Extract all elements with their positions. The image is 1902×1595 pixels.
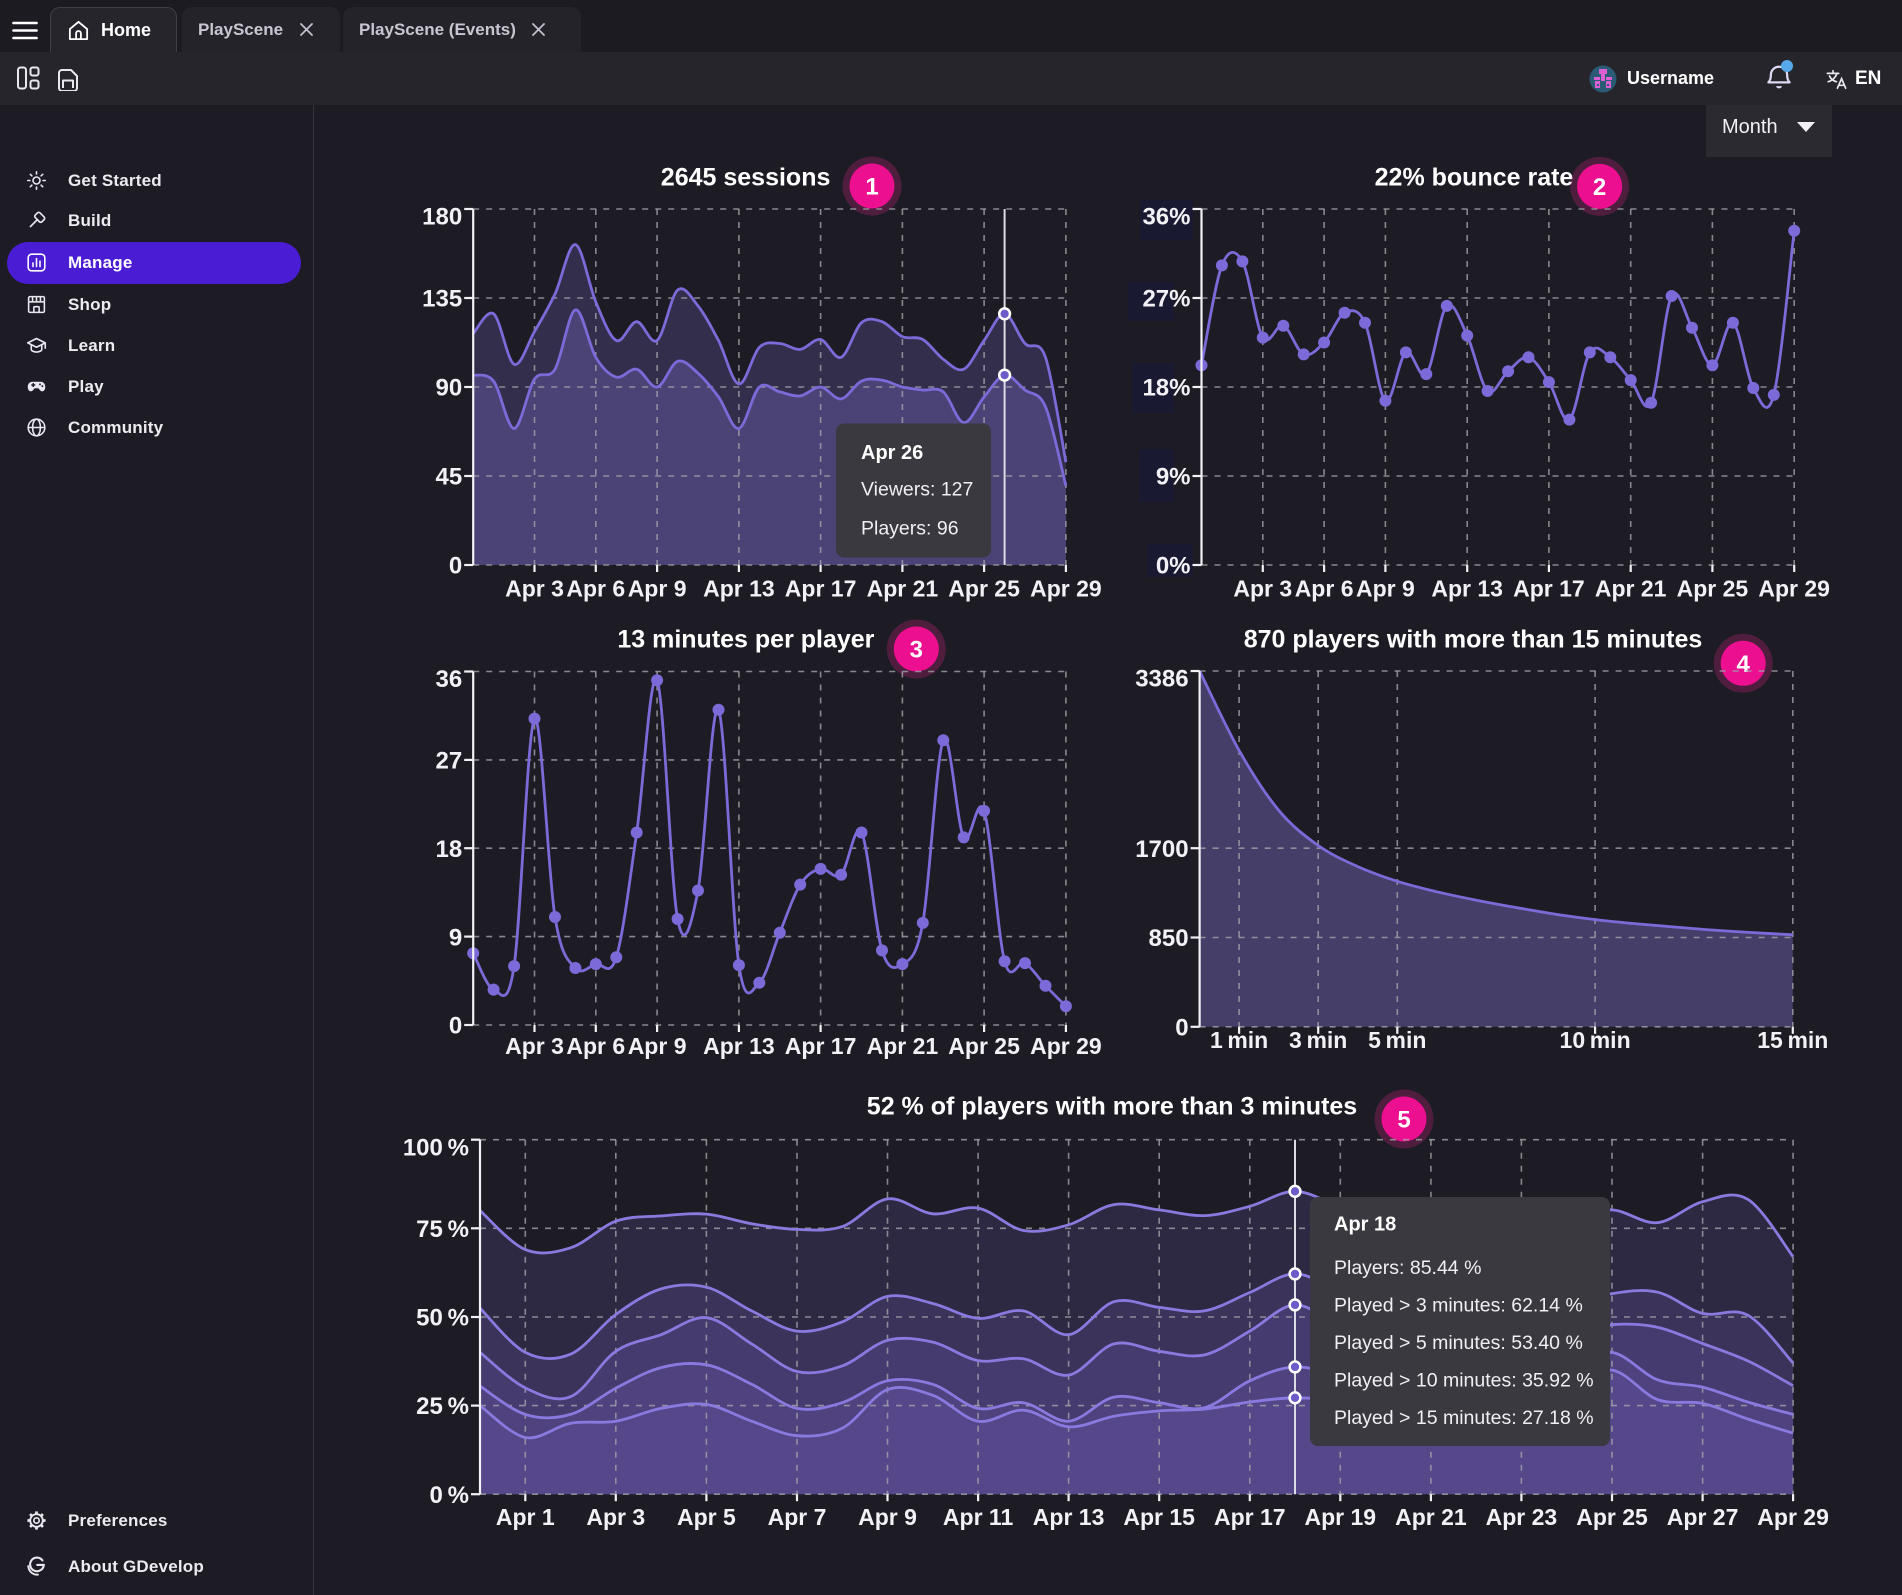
svg-text:36: 36 [435,666,462,693]
svg-text:Apr 29: Apr 29 [1030,1033,1102,1059]
svg-text:Apr 25: Apr 25 [1576,1504,1648,1530]
svg-text:Apr 13: Apr 13 [703,576,775,602]
svg-text:9%: 9% [1156,464,1191,491]
svg-text:10 min: 10 min [1560,1027,1631,1053]
svg-text:Apr 9: Apr 9 [1356,576,1415,602]
svg-text:Viewers: 127: Viewers: 127 [861,479,973,501]
svg-text:27: 27 [435,748,462,775]
svg-text:Apr 6: Apr 6 [566,1033,625,1059]
svg-text:Apr 29: Apr 29 [1757,1504,1829,1530]
svg-text:Apr 25: Apr 25 [1677,576,1749,602]
svg-text:Apr 6: Apr 6 [1295,576,1354,602]
svg-text:Players: 96: Players: 96 [861,518,959,540]
svg-text:870 players with more than 15: 870 players with more than 15 minutes [1244,626,1703,654]
svg-text:0: 0 [449,1013,462,1040]
svg-text:Apr 13: Apr 13 [703,1033,775,1059]
svg-text:13 minutes per player: 13 minutes per player [617,626,874,654]
svg-text:850: 850 [1149,925,1189,952]
svg-text:Apr 3: Apr 3 [586,1504,645,1530]
svg-text:Apr 26: Apr 26 [861,442,923,464]
svg-text:100 %: 100 % [403,1134,469,1161]
svg-text:Apr 19: Apr 19 [1305,1504,1377,1530]
svg-text:50 %: 50 % [416,1305,469,1332]
svg-text:Apr 9: Apr 9 [628,576,687,602]
svg-text:25 %: 25 % [416,1393,469,1420]
svg-text:Apr 25: Apr 25 [948,1033,1020,1059]
svg-text:135: 135 [422,286,462,313]
svg-text:Apr 1: Apr 1 [496,1504,555,1530]
svg-text:36%: 36% [1142,204,1190,231]
svg-text:Apr 21: Apr 21 [867,1033,939,1059]
svg-text:Apr 29: Apr 29 [1030,576,1102,602]
svg-text:180: 180 [422,204,462,231]
svg-text:Apr 3: Apr 3 [505,576,564,602]
svg-text:75 %: 75 % [416,1216,469,1243]
svg-text:Apr 18: Apr 18 [1334,1214,1396,1236]
svg-text:Apr 13: Apr 13 [1431,576,1503,602]
svg-text:Apr 23: Apr 23 [1486,1504,1558,1530]
svg-text:15 min: 15 min [1757,1027,1828,1053]
svg-text:Apr 21: Apr 21 [1595,576,1667,602]
svg-text:Apr 3: Apr 3 [505,1033,564,1059]
svg-text:Apr 17: Apr 17 [1214,1504,1286,1530]
svg-text:Played > 5 minutes: 53.40 %: Played > 5 minutes: 53.40 % [1334,1332,1583,1354]
svg-text:4: 4 [1737,651,1751,678]
svg-text:Apr 17: Apr 17 [785,576,857,602]
svg-text:Apr 29: Apr 29 [1758,576,1830,602]
svg-text:18: 18 [435,836,462,863]
svg-text:90: 90 [435,375,462,402]
svg-text:Apr 25: Apr 25 [948,576,1020,602]
svg-text:18%: 18% [1142,375,1190,402]
svg-text:0%: 0% [1156,553,1191,580]
svg-text:1700: 1700 [1135,836,1188,863]
svg-text:Apr 15: Apr 15 [1123,1504,1195,1530]
svg-text:Apr 13: Apr 13 [1033,1504,1105,1530]
svg-text:52 % of players with more than: 52 % of players with more than 3 minutes [867,1093,1357,1121]
svg-text:Played > 10 minutes: 35.92 %: Played > 10 minutes: 35.92 % [1334,1370,1594,1392]
svg-text:2645 sessions: 2645 sessions [661,164,831,192]
svg-text:Apr 21: Apr 21 [1395,1504,1467,1530]
svg-text:Played > 15 minutes: 27.18 %: Played > 15 minutes: 27.18 % [1334,1407,1594,1429]
svg-text:Apr 9: Apr 9 [858,1504,917,1530]
svg-text:Apr 7: Apr 7 [768,1504,827,1530]
svg-text:0: 0 [1175,1014,1188,1041]
svg-text:Apr 3: Apr 3 [1233,576,1292,602]
svg-text:45: 45 [435,464,462,491]
svg-text:Apr 17: Apr 17 [785,1033,857,1059]
svg-text:0: 0 [449,553,462,580]
svg-text:1 min: 1 min [1210,1027,1268,1053]
svg-text:27%: 27% [1142,286,1190,313]
svg-text:3386: 3386 [1135,666,1188,693]
svg-text:0 %: 0 % [430,1482,470,1509]
svg-text:1: 1 [865,174,878,201]
svg-text:Played > 3 minutes: 62.14 %: Played > 3 minutes: 62.14 % [1334,1295,1583,1317]
svg-text:Apr 11: Apr 11 [943,1504,1014,1530]
svg-text:Apr 9: Apr 9 [628,1033,687,1059]
svg-text:22% bounce rate: 22% bounce rate [1375,164,1574,192]
svg-text:Apr 17: Apr 17 [1513,576,1585,602]
svg-text:9: 9 [449,924,462,951]
svg-text:2: 2 [1593,174,1606,201]
svg-text:3 min: 3 min [1289,1027,1347,1053]
svg-text:5: 5 [1397,1107,1410,1134]
svg-text:5 min: 5 min [1368,1027,1426,1053]
svg-text:Apr 5: Apr 5 [677,1504,736,1530]
svg-text:3: 3 [910,637,923,664]
svg-text:Players: 85.44 %: Players: 85.44 % [1334,1257,1481,1279]
svg-text:Apr 27: Apr 27 [1667,1504,1739,1530]
svg-text:Apr 21: Apr 21 [867,576,939,602]
svg-text:Apr 6: Apr 6 [566,576,625,602]
